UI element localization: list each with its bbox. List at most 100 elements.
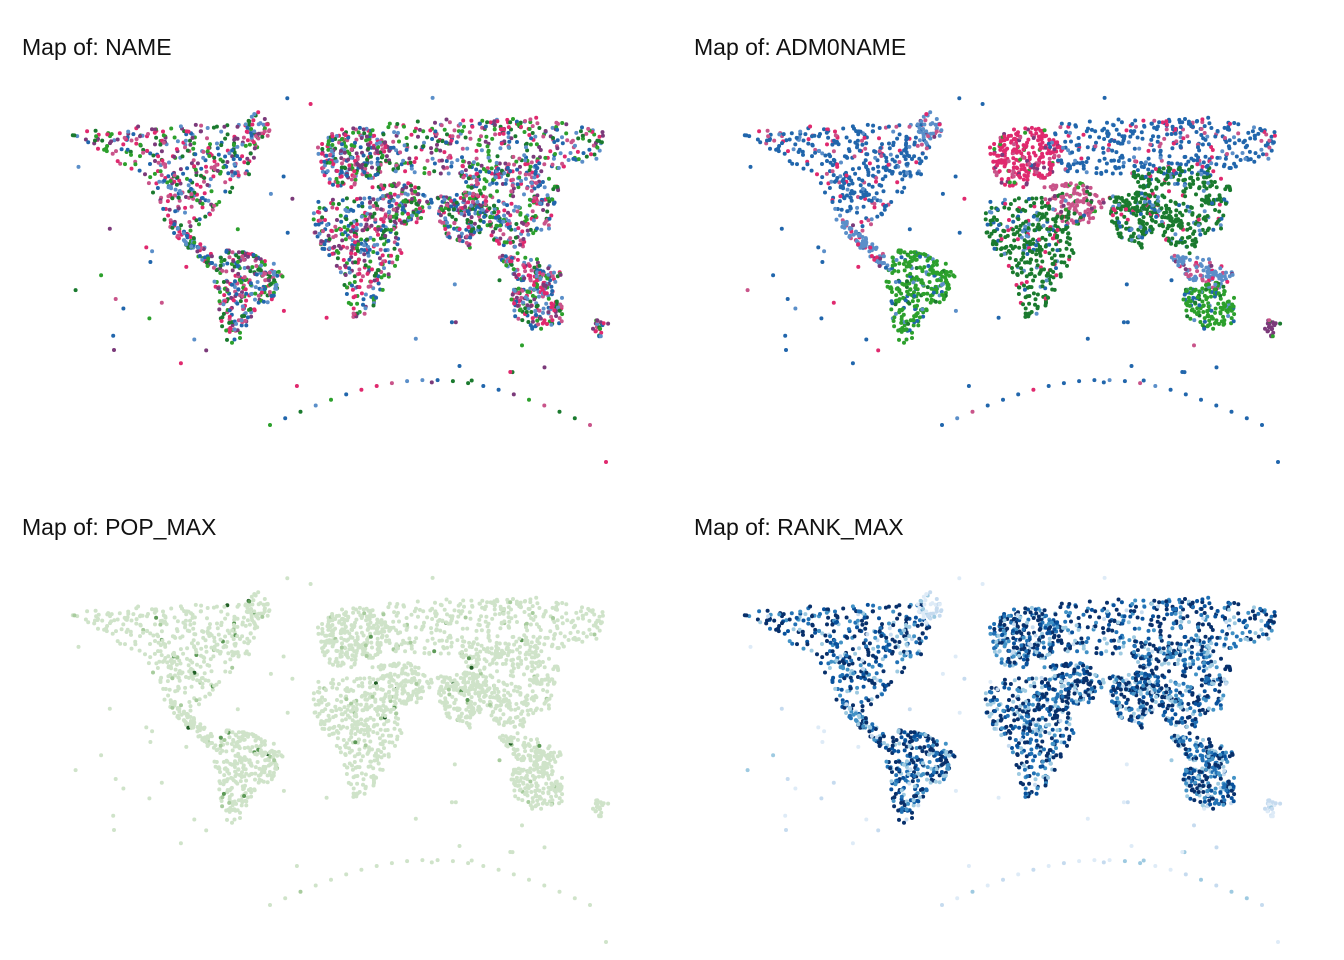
map-point (192, 141, 197, 146)
map-point (1014, 225, 1019, 230)
map-point (442, 150, 447, 155)
map-point (496, 175, 501, 180)
map-point (917, 156, 922, 161)
map-point (1059, 121, 1064, 126)
map-point (1146, 179, 1151, 183)
map-point (1110, 219, 1114, 224)
map-point (523, 306, 528, 311)
map-point (550, 274, 555, 279)
map-point (1048, 274, 1053, 279)
map-point (202, 179, 206, 184)
map-point (1118, 155, 1123, 160)
map-point (259, 260, 264, 265)
map-point (855, 138, 860, 143)
map-point (869, 254, 874, 258)
map-point (440, 139, 445, 144)
map-point (460, 239, 465, 244)
map-point (810, 134, 814, 139)
map-point (227, 308, 232, 313)
map-point (442, 127, 447, 132)
map-point (547, 216, 552, 221)
map-point (470, 124, 475, 129)
map-point (191, 236, 196, 241)
map-point (467, 191, 472, 196)
map-point (502, 213, 507, 218)
map-point (1121, 160, 1126, 165)
map-point (515, 140, 519, 144)
map-point (473, 211, 478, 216)
map-point (1031, 237, 1036, 242)
map-point (85, 129, 90, 134)
map-point (216, 286, 221, 291)
map-point (1182, 183, 1187, 188)
map-point (1154, 214, 1159, 219)
map-point (489, 233, 494, 238)
map-point (1025, 140, 1029, 145)
map-point (383, 145, 388, 150)
map-point (876, 164, 880, 169)
map-point (597, 134, 602, 139)
map-point (196, 245, 201, 250)
map-point (325, 223, 329, 227)
map-point (1206, 142, 1211, 147)
map-point (509, 136, 514, 141)
map-point (1012, 142, 1016, 147)
map-point (345, 173, 349, 178)
map-point (1076, 185, 1081, 190)
map-point (997, 169, 1002, 174)
map-point (412, 160, 417, 164)
map-point (509, 297, 514, 302)
map-point (787, 137, 792, 142)
map-point (152, 171, 157, 176)
map-point (551, 156, 556, 161)
map-point (1006, 176, 1011, 181)
map-point (998, 147, 1003, 152)
map-point (141, 147, 146, 152)
map-point (188, 235, 193, 239)
map-point (330, 143, 335, 147)
map-point (475, 193, 480, 198)
map-point (1099, 205, 1104, 210)
map-point (349, 207, 353, 212)
map-point (1036, 222, 1041, 227)
map-point (780, 141, 784, 146)
map-point (1137, 146, 1142, 151)
map-point (798, 129, 803, 134)
map-point (1196, 145, 1200, 150)
map-point (484, 199, 489, 204)
map-point (1031, 278, 1036, 283)
map-point (212, 155, 217, 160)
map-point (386, 272, 391, 277)
map-point (842, 225, 847, 230)
map-point (187, 220, 192, 224)
map-point (129, 138, 134, 143)
map-point (216, 152, 221, 157)
map-point (1035, 292, 1040, 297)
map-point (887, 146, 892, 151)
map-point (204, 164, 208, 169)
map-point (1042, 267, 1046, 272)
map-point (1165, 175, 1170, 180)
map-point (988, 222, 993, 227)
map-point (1101, 200, 1106, 205)
map-point (449, 164, 454, 169)
map-point (1011, 168, 1016, 173)
map-point (460, 155, 464, 160)
map-point (1051, 207, 1056, 212)
map-point (550, 197, 555, 202)
map-point (1133, 118, 1138, 123)
map-point (1047, 197, 1052, 202)
map-point (439, 207, 444, 211)
map-point (267, 270, 272, 275)
map-point (254, 272, 259, 277)
map-point (454, 200, 459, 205)
map-point (466, 212, 471, 216)
map-point (1121, 164, 1126, 169)
map-point (1157, 120, 1162, 125)
map-point (998, 233, 1003, 238)
map-point (1177, 165, 1182, 170)
map-point (1001, 149, 1006, 153)
map-point (1058, 125, 1063, 130)
map-point (268, 191, 273, 196)
map-point (450, 379, 455, 384)
